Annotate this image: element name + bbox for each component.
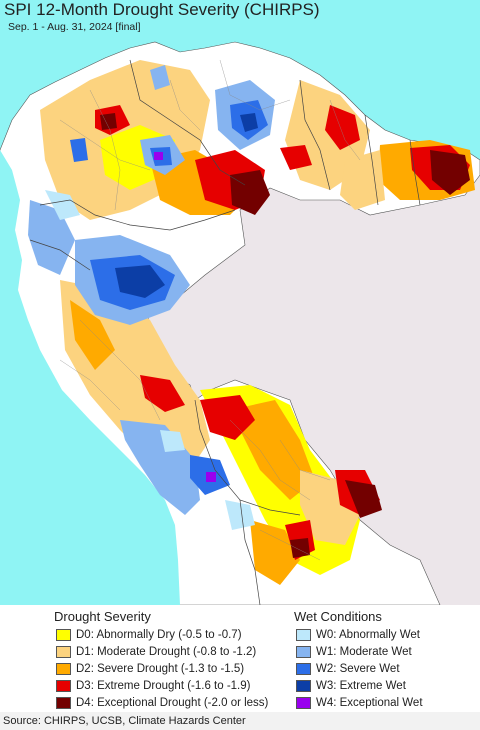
legend-item-d0: D0: Abnormally Dry (-0.5 to -0.7)	[56, 626, 242, 643]
legend-label-d4: D4: Exceptional Drought (-2.0 or less)	[76, 696, 269, 709]
legend-item-d3: D3: Extreme Drought (-1.6 to -1.9)	[56, 677, 250, 694]
w1-swatch	[296, 645, 311, 658]
legend: Drought Severity Wet Conditions D0: Abno…	[0, 605, 480, 712]
legend-label-w0: W0: Abnormally Wet	[316, 628, 420, 641]
wet-legend-title: Wet Conditions	[294, 609, 382, 624]
legend-item-d2: D2: Severe Drought (-1.3 to -1.5)	[56, 660, 244, 677]
source-credit: Source: CHIRPS, UCSB, Climate Hazards Ce…	[0, 712, 480, 730]
severity-patches	[28, 60, 475, 585]
d1-swatch	[56, 645, 71, 658]
legend-label-d3: D3: Extreme Drought (-1.6 to -1.9)	[76, 679, 251, 692]
pacific-ocean	[0, 150, 180, 605]
admin-borders	[59, 59, 361, 561]
w4-swatch	[296, 696, 311, 709]
w3-swatch	[296, 679, 311, 692]
d3-swatch	[56, 679, 71, 692]
legend-label-d0: D0: Abnormally Dry (-0.5 to -0.7)	[76, 628, 242, 641]
d2-swatch	[56, 662, 71, 675]
legend-item-d1: D1: Moderate Drought (-0.8 to -1.2)	[56, 643, 256, 660]
map-subtitle: Sep. 1 - Aug. 31, 2024 [final]	[8, 21, 141, 33]
legend-label-w1: W1: Moderate Wet	[316, 645, 412, 658]
legend-label-w3: W3: Extreme Wet	[316, 679, 406, 692]
w2-swatch	[296, 662, 311, 675]
country-borders	[29, 59, 421, 605]
legend-item-w4: W4: Exceptional Wet	[296, 694, 423, 711]
w0-swatch	[296, 628, 311, 641]
outside-region	[140, 175, 480, 605]
legend-label-d2: D2: Severe Drought (-1.3 to -1.5)	[76, 662, 245, 675]
legend-label-w2: W2: Severe Wet	[316, 662, 400, 675]
map-title: SPI 12-Month Drought Severity (CHIRPS)	[4, 0, 320, 19]
legend-item-w1: W1: Moderate Wet	[296, 643, 412, 660]
legend-item-w3: W3: Extreme Wet	[296, 677, 406, 694]
d0-swatch	[56, 628, 71, 641]
legend-item-d4: D4: Exceptional Drought (-2.0 or less)	[56, 694, 268, 711]
legend-label-d1: D1: Moderate Drought (-0.8 to -1.2)	[76, 645, 257, 658]
drought-legend-title: Drought Severity	[54, 609, 151, 624]
legend-item-w0: W0: Abnormally Wet	[296, 626, 420, 643]
legend-label-w4: W4: Exceptional Wet	[316, 696, 423, 709]
legend-item-w2: W2: Severe Wet	[296, 660, 400, 677]
d4-swatch	[56, 696, 71, 709]
drought-map	[0, 0, 480, 605]
